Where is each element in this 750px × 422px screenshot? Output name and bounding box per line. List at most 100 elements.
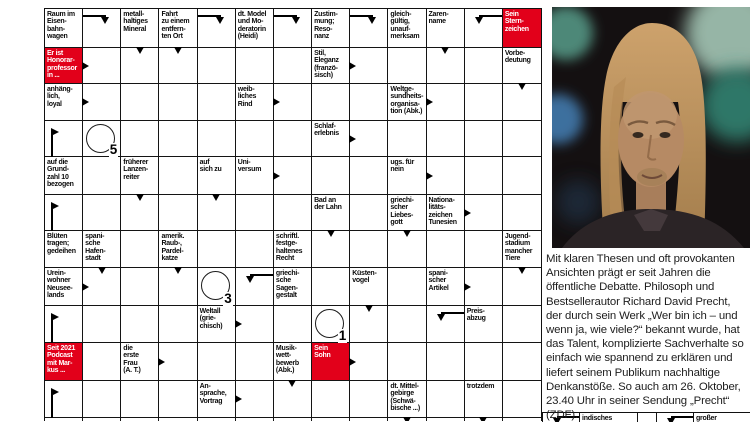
answer-cell-r7c11: [426, 231, 465, 268]
clue-cell-r11c12: trotzdem: [464, 381, 503, 418]
solution-circle: [86, 124, 116, 153]
answer-cell-r8c4: [159, 267, 198, 306]
arrow-right-icon: [425, 171, 433, 180]
clue-cell-r4c8: Schlaf- erlebnis: [312, 121, 351, 157]
answer-cell-r5c12: [464, 157, 503, 195]
answer-cell-r7c12: [464, 231, 503, 268]
arrow-right-icon: [463, 282, 471, 291]
answer-cell-r6c5: [197, 194, 236, 231]
answer-cell-r8c2: [82, 267, 122, 306]
solution-circle-number: 3: [223, 291, 233, 306]
answer-cell-r11c1: [45, 381, 84, 418]
clue-cell-r7c4: amerik. Raub-, Pardel- katze: [159, 231, 198, 268]
arrow-down-icon: [441, 47, 450, 54]
answer-cell-r2c3: [121, 47, 160, 84]
fragment-cell: [543, 413, 580, 422]
answer-cell-r1c9: [350, 9, 389, 48]
red-clue-cell-r1c13: Sein Stern- zeichen: [502, 9, 541, 48]
clue-cell-r7c13: Jugend- stadium mancher Tiere: [502, 231, 541, 268]
clue-cell-r2c13: Vorbe- deutung: [502, 48, 541, 84]
solution-circle-number: 5: [108, 142, 119, 157]
answer-cell-r2c9: [349, 48, 389, 84]
arrow-right-icon: [425, 98, 433, 106]
answer-cell-r11c4: [159, 381, 198, 418]
answer-cell-r2c2: [82, 48, 122, 84]
red-clue-cell-r10c8: Sein Sohn: [312, 343, 351, 381]
answer-cell-r8c6: [235, 268, 274, 306]
answer-cell-r12c1: [45, 418, 84, 421]
answer-cell-r4c3: [121, 121, 160, 157]
flag-arrow-right-icon: [50, 202, 59, 210]
clue-cell-r1c6: dt. Model und Mo- deratorin (Heidi): [235, 9, 274, 48]
answer-cell-r12c5: [197, 418, 236, 421]
answer-cell-r3c11: [425, 84, 465, 121]
answer-cell-r5c13: [502, 157, 541, 195]
clue-cell-r3c10: Weltge- sundheits- organisa- tion (Abk.): [388, 84, 427, 121]
portrait-illustration: [552, 7, 750, 248]
answer-cell-r8c8: [312, 268, 351, 306]
answer-cell-r7c5: [197, 231, 236, 268]
answer-cell-r1c12: [464, 9, 503, 48]
answer-cell-r11c13: [502, 381, 541, 418]
red-clue-cell-r2c1: Er ist Honorar- professor in ...: [45, 48, 84, 84]
arrow-right-icon: [234, 320, 242, 328]
arrow-down-icon: [479, 417, 488, 421]
answer-cell-r5c8: [312, 157, 351, 195]
arrow-down-icon: [174, 47, 183, 54]
answer-cell-r4c5: [197, 121, 236, 157]
clue-cell-r1c8: Zustim- mung; Reso- nanz: [312, 9, 351, 48]
clue-cell-r6c8: Bad an der Lahn: [312, 195, 351, 231]
clue-cell-r5c1: auf die Grund- zahl 10 bezogen: [45, 157, 84, 195]
arrow-down-icon: [326, 230, 335, 237]
answer-cell-r9c8: 1: [312, 306, 351, 343]
arrow-down-icon: [517, 83, 526, 90]
answer-cell-r3c13: [502, 83, 541, 121]
clue-cell-r1c4: Fahrt zu einem entfern- ten Ort: [159, 9, 198, 48]
arrow-right-icon: [349, 134, 357, 143]
answer-cell-r5c9: [350, 157, 389, 195]
answer-cell-r4c6: [235, 121, 274, 157]
answer-cell-r11c11: [426, 381, 465, 418]
answer-cell-r7c10: [388, 230, 427, 268]
answer-cell-r12c7: [273, 418, 313, 421]
red-clue-cell-r10c1: Seit 2021 Podcast mit Mar- kus ...: [45, 343, 84, 381]
arrow-right-icon: [82, 282, 90, 291]
answer-cell-r11c9: [350, 381, 389, 418]
portrait-photo: [552, 7, 750, 248]
answer-cell-r11c3: [121, 381, 160, 418]
arrow-right-icon: [234, 395, 242, 403]
flag-arrow-line: [51, 394, 53, 418]
answer-cell-r12c8: [312, 418, 351, 421]
answer-cell-r6c2: [83, 195, 122, 231]
answer-cell-r12c4: [159, 418, 198, 421]
answer-cell-r7c6: [235, 231, 274, 268]
answer-cell-r10c9: [349, 343, 389, 381]
answer-cell-r10c4: [158, 343, 198, 381]
arrow-right-icon: [272, 98, 280, 106]
clue-cell-r6c11: Nationa- litäts- zeichen Tunesien: [426, 195, 465, 231]
flag-arrow-line: [51, 208, 53, 231]
answer-cell-r4c7: [273, 121, 313, 157]
answer-cell-r4c9: [349, 121, 389, 157]
answer-cell-r3c3: [121, 84, 160, 121]
answer-cell-r10c12: [464, 343, 503, 381]
arrow-down-icon: [288, 380, 297, 387]
answer-cell-r12c11: [426, 418, 465, 421]
clue-cell-r3c6: weib- liches Rind: [235, 84, 274, 121]
answer-cell-r6c1: [45, 195, 84, 231]
arrow-right-icon: [349, 61, 357, 70]
answer-cell-r4c1: [45, 121, 84, 157]
answer-cell-r12c6: [235, 418, 274, 421]
answer-cell-r3c4: [159, 84, 198, 121]
answer-cell-r1c2: [83, 9, 122, 48]
answer-cell-r1c7: [273, 9, 313, 48]
answer-cell-r9c11: [426, 306, 465, 343]
answer-cell-r8c13: [502, 267, 541, 306]
bottom-grid-fragment: indisches großer: [542, 412, 750, 422]
answer-cell-r9c2: [83, 306, 122, 343]
answer-cell-r12c13: [502, 418, 541, 421]
fragment-cell: [657, 413, 694, 422]
fragment-cell: [638, 413, 657, 422]
answer-cell-r4c2: 5: [83, 121, 122, 157]
